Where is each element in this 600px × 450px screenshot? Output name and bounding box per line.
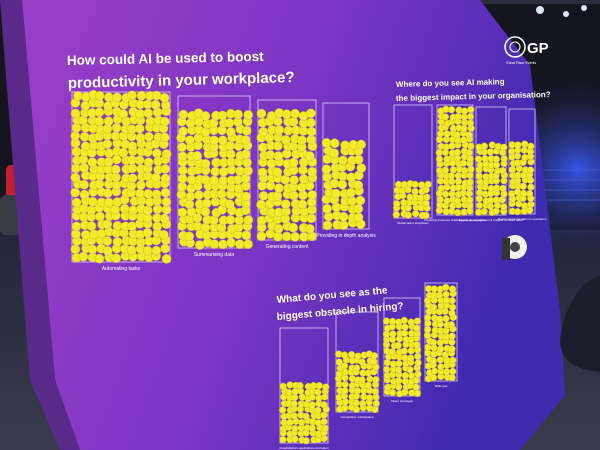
q2-column-1-stickers (392, 180, 432, 220)
q3-column-3-stickers (382, 316, 422, 398)
q1-column-2-label: Summarising data (194, 252, 235, 258)
q1-columns: Automating tasks Summarising data Generati… (70, 90, 376, 272)
q1-column-4-label: Providing in depth analysis (316, 233, 376, 239)
chairs-rows (540, 169, 600, 201)
logo-subtitle: Great Place Events (506, 61, 536, 65)
board-side-edge (0, 0, 80, 450)
q2-column-4-stickers (508, 140, 535, 216)
q1-column-1-stickers (70, 90, 172, 264)
q3-column-2-stickers (334, 350, 380, 414)
logo-text: GP (527, 40, 549, 57)
q3-column-2-label: Competitive marketplace (340, 415, 373, 419)
q2-title-line1: Where do you see AI making (396, 77, 505, 89)
ceiling-lights (470, 0, 600, 17)
q3-columns: Unsatisfactory applications and talent Co… (279, 282, 458, 450)
q1-title-line2: productivity in your workplace? (68, 69, 295, 92)
q1-title-line1: How could AI be used to boost (67, 49, 265, 68)
q1-column-3-label: Generating content (266, 244, 309, 250)
person-right (560, 275, 600, 372)
q1-column-4-stickers (321, 138, 367, 231)
q1-column-3-stickers (256, 108, 318, 242)
q2-column-4-label: Augmented automation in operations (497, 217, 547, 221)
q1-column-1-label: Automating tasks (102, 266, 141, 272)
q3-column-1-stickers (279, 381, 330, 445)
q2-column-2-stickers (435, 105, 475, 217)
q2-column-4-frame (508, 108, 536, 215)
q3-column-4-label: Skills gap (435, 384, 448, 388)
q3-column-1-label: Unsatisfactory applications and talent (279, 446, 329, 450)
sticker-roll (502, 235, 527, 260)
q3-column-4-frame (424, 282, 458, 382)
q2-column-3-label: Employee engagement & insights to retain… (459, 218, 524, 222)
q3-column-3-label: Talent shortages (391, 399, 414, 403)
q2-column-3-stickers (474, 141, 509, 216)
q2-column-1-label: Global talent acquisition (397, 221, 429, 225)
q2-title-line2: the biggest impact in your organisation? (396, 90, 551, 103)
q3-column-4-stickers (423, 283, 457, 383)
q1-column-2-stickers (176, 108, 254, 250)
q2-column-2-label: Predicting business challenges & opportu… (424, 218, 487, 222)
gp-logo: GP Great Place Events (504, 36, 549, 65)
q2-column-1-frame (393, 104, 433, 219)
